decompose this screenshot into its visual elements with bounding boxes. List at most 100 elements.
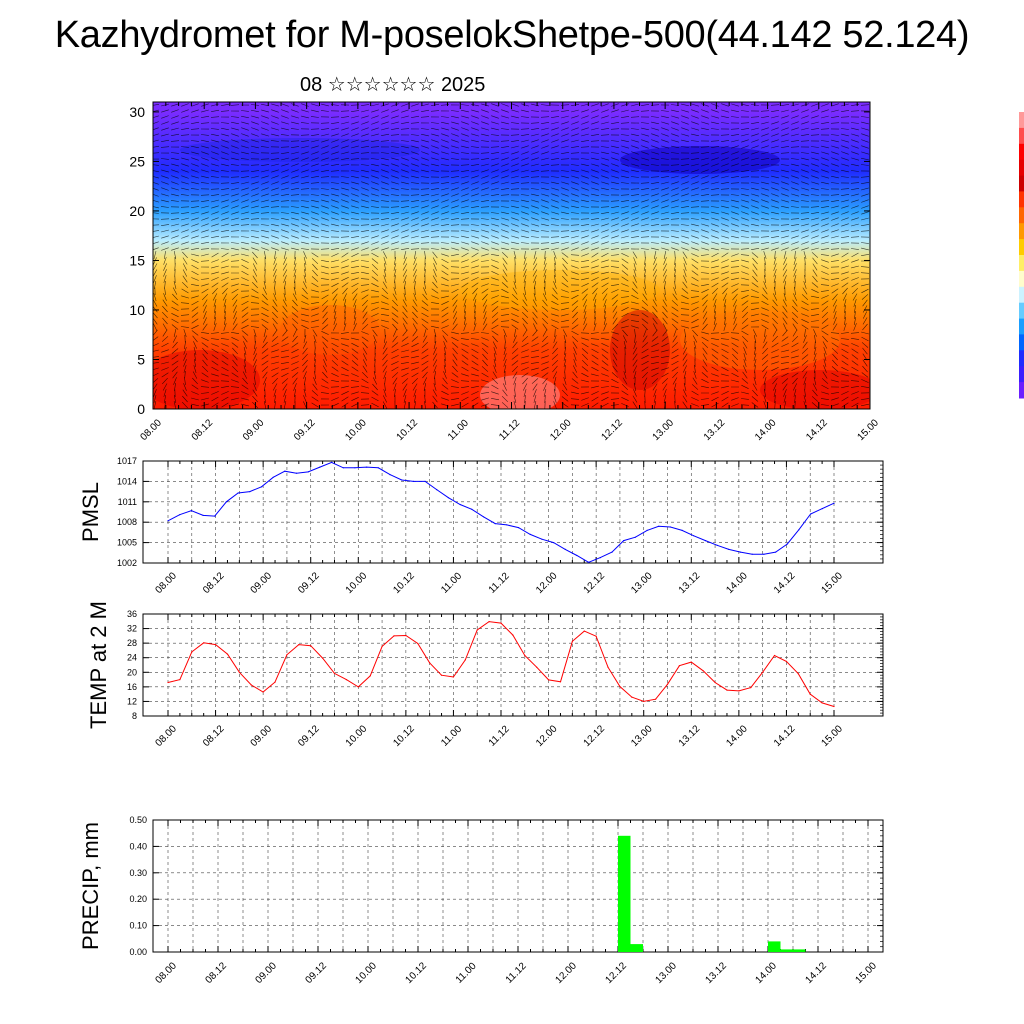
data-point <box>524 654 526 657</box>
data-point <box>369 675 371 677</box>
data-point <box>237 492 239 494</box>
data-point <box>655 698 657 700</box>
data-point <box>810 513 812 515</box>
y-tick-label: 1014 <box>117 476 137 486</box>
data-point <box>482 516 485 518</box>
field-blob <box>620 146 780 174</box>
x-tick-label: 10.12 <box>403 960 429 986</box>
data-point <box>750 687 752 689</box>
data-point <box>666 683 669 685</box>
data-point <box>333 672 336 675</box>
x-tick-label: 11.12 <box>504 960 529 985</box>
x-tick-label: 14.00 <box>724 570 750 596</box>
page-subtitle: 08 ☆☆☆☆☆☆ 2025 <box>300 74 486 96</box>
colorbar-segment <box>1019 334 1024 351</box>
data-point <box>611 551 613 553</box>
x-tick-label: 12.00 <box>534 570 560 596</box>
x-tick-label: 15.00 <box>819 723 845 749</box>
x-tick-label: 09.00 <box>249 723 275 749</box>
x-tick-label: 10.00 <box>353 960 379 986</box>
data-point <box>366 466 368 468</box>
x-tick-label: 13.00 <box>653 960 679 986</box>
x-tick-label: 14.00 <box>753 417 779 443</box>
y-tick-label: 0 <box>137 401 145 417</box>
y-tick-label: 20 <box>127 667 137 677</box>
temp2m-panel: 8 12 16 20 24 28 32 36 08.00 08.12 09.00 09.12 10.00… <box>86 601 884 749</box>
y-tick-label: 36 <box>127 609 137 619</box>
x-tick-label: 13.00 <box>651 417 677 443</box>
data-point <box>797 673 799 675</box>
y-tick-label: 24 <box>127 653 137 663</box>
data-point <box>690 661 692 663</box>
x-tick-label: 08.12 <box>201 723 227 749</box>
y-axis-title: PMSL <box>78 482 103 542</box>
data-point <box>436 489 438 491</box>
x-tick-label: 14.12 <box>804 417 830 443</box>
field-blob <box>680 310 840 370</box>
cross-section-panel: 0 5 10 15 20 25 30 08.00 08.12 09.00 09.12 10.00 10.… <box>129 101 881 443</box>
x-tick-label: 14.00 <box>724 723 750 749</box>
y-tick-label: 5 <box>137 351 145 367</box>
x-tick-label: 12.12 <box>582 723 608 749</box>
data-point <box>424 480 426 482</box>
x-tick-label: 08.00 <box>153 570 179 596</box>
data-point <box>464 659 466 661</box>
colorbar-segment <box>1019 286 1024 304</box>
data-point <box>167 520 169 522</box>
data-point <box>298 644 300 646</box>
colorbar-segment <box>1019 127 1024 145</box>
field-blob <box>610 310 670 390</box>
data-point <box>576 554 578 557</box>
x-tick-label: 13.12 <box>703 960 729 986</box>
data-point <box>548 679 550 681</box>
colorbar <box>1019 112 1024 399</box>
y-tick-label: 1008 <box>117 517 137 527</box>
x-tick-label: 09.12 <box>296 570 322 596</box>
data-point <box>167 681 169 684</box>
colorbar-segment <box>1019 350 1024 367</box>
data-point <box>202 514 204 517</box>
data-point <box>714 681 716 684</box>
y-tick-label: 0.10 <box>129 921 147 931</box>
data-point <box>262 691 264 693</box>
colorbar-segment <box>1019 112 1024 129</box>
x-tick-label: 09.12 <box>292 417 318 443</box>
y-tick-label: 0.40 <box>129 841 147 851</box>
y-tick-label: 0.30 <box>129 868 147 878</box>
data-point <box>357 686 359 688</box>
grid-lines <box>153 819 883 953</box>
x-tick-label: 08.12 <box>201 570 227 596</box>
y-tick-label: 0.20 <box>129 894 147 904</box>
x-tick-label: 08.12 <box>190 417 216 443</box>
field-blob <box>760 370 870 409</box>
data-point <box>452 676 454 678</box>
data-point <box>658 525 660 527</box>
data-point <box>459 503 461 506</box>
x-tick-label: 14.12 <box>772 570 798 596</box>
colorbar-segment <box>1019 191 1024 208</box>
data-point <box>393 635 395 637</box>
data-point <box>377 467 379 469</box>
data-point <box>595 635 597 637</box>
colorbar-segment <box>1019 239 1024 256</box>
colorbar-segment <box>1019 143 1024 161</box>
x-tick-label: 10.12 <box>391 570 417 596</box>
data-point <box>512 634 514 636</box>
data-point <box>623 540 625 542</box>
data-point <box>225 501 227 503</box>
x-tick-label: 14.00 <box>753 960 779 986</box>
data-point <box>517 527 520 529</box>
colorbar-segment <box>1019 159 1024 177</box>
data-point <box>476 629 478 631</box>
x-tick-label: 11.12 <box>487 723 512 748</box>
data-point <box>412 480 414 482</box>
data-point <box>389 474 391 476</box>
data-point <box>238 671 240 673</box>
data-point <box>494 523 496 525</box>
y-axis-title: TEMP at 2 M <box>86 601 111 729</box>
x-tick-label: 12.12 <box>582 570 608 596</box>
data-point <box>447 497 449 499</box>
y-tick-label: 1002 <box>117 558 137 568</box>
data-point <box>250 684 252 686</box>
data-point <box>345 679 347 681</box>
